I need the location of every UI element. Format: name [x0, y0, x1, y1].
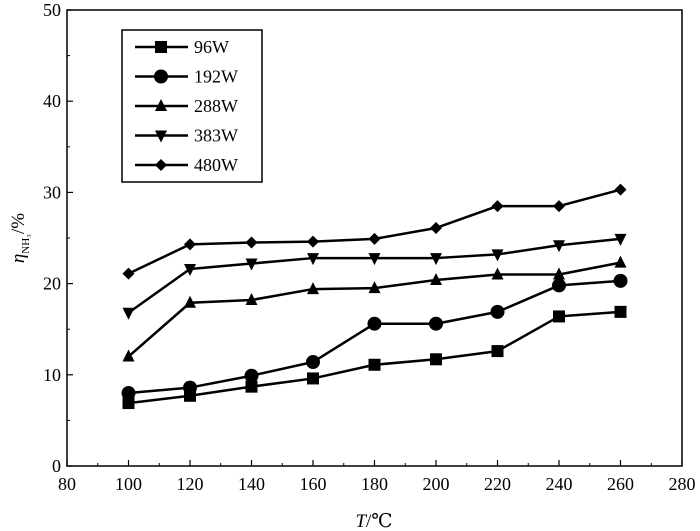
- data-point-96w: [368, 358, 381, 371]
- x-tick-label: 140: [238, 474, 265, 494]
- data-point-383w: [614, 233, 627, 246]
- data-point-480w: [553, 200, 565, 213]
- x-tick-label: 280: [669, 474, 696, 494]
- y-tick-label: 30: [43, 182, 61, 202]
- legend-marker-192w: [154, 69, 168, 84]
- data-point-480w: [430, 221, 442, 234]
- legend-label-192w: 192W: [194, 67, 238, 87]
- data-point-192w: [429, 316, 443, 331]
- data-point-383w: [491, 249, 504, 262]
- data-point-383w: [430, 253, 442, 266]
- series-line-288w: [127, 261, 621, 358]
- data-point-96w: [122, 397, 135, 410]
- legend-marker-288w: [155, 99, 167, 111]
- data-point-96w: [614, 305, 627, 318]
- data-point-480w: [184, 238, 196, 251]
- data-point-288w: [184, 295, 196, 308]
- data-point-192w: [306, 355, 320, 370]
- data-point-192w: [613, 273, 628, 288]
- x-tick-label: 200: [423, 474, 450, 494]
- data-point-288w: [553, 267, 565, 280]
- legend-label-383w: 383W: [194, 126, 238, 146]
- legend-marker-480w: [155, 159, 167, 171]
- y-tick-label: 20: [43, 274, 61, 294]
- data-point-383w: [368, 253, 381, 266]
- data-point-192w: [367, 316, 382, 331]
- legend-marker-96w: [155, 41, 167, 53]
- axis-ticks: 80 100 120 140 160 180 200 220 240 260 280 0 10 20 30 4…: [43, 0, 696, 494]
- data-point-480w: [245, 236, 258, 249]
- x-tick-label: 240: [546, 474, 573, 494]
- x-tick-label: 100: [115, 474, 142, 494]
- data-point-192w: [490, 304, 505, 319]
- data-point-288w: [368, 281, 381, 294]
- data-point-383w: [184, 264, 196, 277]
- data-point-288w: [614, 255, 627, 268]
- y-tick-label: 0: [52, 456, 61, 476]
- data-point-480w: [491, 200, 504, 213]
- x-tick-label: 160: [300, 474, 327, 494]
- y-axis-label: ηNH₃/%: [8, 213, 32, 263]
- x-tick-label: 220: [484, 474, 511, 494]
- legend-label-288w: 288W: [194, 96, 238, 116]
- data-point-480w: [122, 267, 135, 280]
- data-point-96w: [430, 353, 442, 366]
- data-point-96w: [245, 380, 258, 393]
- data-point-288w: [245, 293, 258, 306]
- data-point-383w: [553, 240, 565, 253]
- data-point-96w: [553, 310, 565, 323]
- x-tick-label: 260: [607, 474, 634, 494]
- x-tick-label: 80: [58, 474, 76, 494]
- x-axis-label: T/℃: [355, 511, 392, 531]
- legend-label-480w: 480W: [194, 155, 238, 175]
- data-point-383w: [122, 307, 135, 320]
- x-tick-label: 120: [177, 474, 204, 494]
- data-point-192w: [183, 380, 197, 395]
- data-point-480w: [614, 183, 627, 196]
- legend-marker-383w: [155, 130, 167, 143]
- data-point-383w: [245, 258, 258, 271]
- data-point-288w: [430, 272, 442, 285]
- legend: 96W 192W 288W 383W 480W: [121, 29, 263, 183]
- series-line-192w: [128, 279, 621, 395]
- data-point-480w: [307, 235, 319, 248]
- legend-label-96w: 96W: [194, 37, 229, 57]
- data-point-288w: [491, 267, 504, 280]
- data-point-96w: [491, 345, 504, 358]
- data-point-383w: [307, 253, 319, 266]
- series-lines: [127, 188, 621, 405]
- data-point-288w: [122, 349, 135, 362]
- data-point-480w: [368, 232, 381, 245]
- y-tick-label: 50: [43, 0, 61, 20]
- data-point-192w: [552, 278, 566, 293]
- data-point-288w: [307, 282, 319, 295]
- data-point-192w: [121, 386, 136, 401]
- y-tick-label: 40: [43, 91, 61, 111]
- y-tick-label: 10: [43, 365, 61, 385]
- series-markers: [121, 183, 628, 410]
- data-point-96w: [307, 372, 319, 385]
- x-tick-label: 180: [361, 474, 388, 494]
- data-point-192w: [244, 368, 259, 383]
